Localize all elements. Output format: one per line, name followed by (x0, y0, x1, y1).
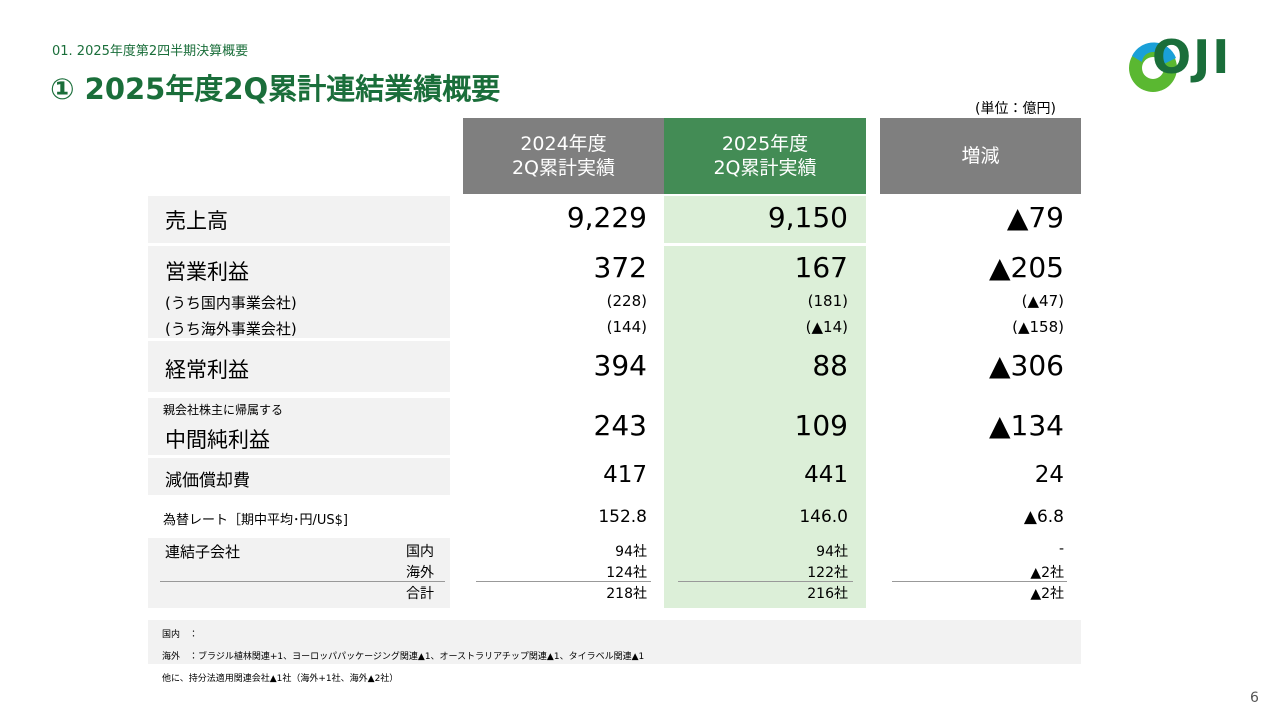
divider (892, 581, 1067, 582)
row-label: 売上高 (165, 209, 228, 233)
title: ① 2025年度2Q累計連結業績概要 (50, 72, 501, 106)
cell: 94社 (816, 544, 848, 560)
cell: 合計 (406, 586, 434, 602)
label-cell (148, 538, 450, 608)
cell: (▲158) (1012, 318, 1064, 336)
label-cell (148, 246, 450, 338)
cell: 109 (794, 409, 848, 442)
cell: 152.8 (598, 507, 647, 527)
row-label: 連結子会社 (165, 543, 241, 561)
cell: 海外 (406, 565, 434, 581)
cell: 167 (794, 251, 848, 284)
cell: 372 (593, 251, 647, 284)
divider (476, 581, 651, 582)
cell: 9,229 (566, 201, 647, 234)
cell: 124社 (606, 565, 647, 581)
col-header-text: 2Q累計実績 (713, 157, 817, 179)
cell: ▲2社 (1030, 565, 1064, 581)
unit: (単位：億円) (975, 101, 1056, 117)
cell: 国内 (406, 544, 434, 560)
row-label: 減価償却費 (165, 471, 250, 491)
col-header-text: 増減 (961, 145, 1000, 167)
col-header: 2025年度 2Q累計実績 (664, 118, 866, 194)
row-gap (148, 243, 1081, 246)
cell: 88 (812, 349, 848, 382)
col-header-text: 2025年度 (721, 133, 809, 155)
cell: 218社 (606, 586, 647, 602)
section: 01. 2025年度第2四半期決算概要 (52, 44, 249, 59)
cell: ▲205 (989, 251, 1064, 284)
label-cell (148, 458, 450, 495)
cell: 122社 (807, 565, 848, 581)
label-cell (148, 341, 450, 392)
cell: 216社 (807, 586, 848, 602)
row-label: 営業利益 (165, 260, 249, 284)
col-header: 増減 (880, 118, 1081, 194)
cell: (181) (807, 292, 848, 310)
cell: 394 (593, 349, 647, 382)
highlight-column (664, 196, 866, 608)
cell: - (1058, 541, 1064, 557)
cell: 146.0 (799, 507, 848, 527)
label-cell (148, 196, 450, 243)
cell: 94社 (615, 544, 647, 560)
logo: OJI (1152, 30, 1232, 84)
row-label: 経常利益 (165, 358, 249, 382)
notes-box (148, 620, 1081, 664)
col-header-text: 2Q累計実績 (511, 157, 616, 179)
cell: ▲306 (989, 349, 1064, 382)
note: 国内 ： (162, 630, 199, 640)
col-header-text: 2024年度 (520, 133, 607, 155)
sub-label: (うち海外事業会社) (165, 320, 297, 338)
cell: 9,150 (767, 201, 848, 234)
row-note: 親会社株主に帰属する (163, 403, 284, 417)
row-label: 中間純利益 (165, 428, 270, 452)
divider (678, 581, 853, 582)
cell: ▲6.8 (1023, 507, 1064, 527)
cell: (228) (606, 292, 647, 310)
cell: ▲79 (1006, 201, 1064, 234)
cell: ▲2社 (1030, 586, 1064, 602)
note: 他に、持分法適用関連会社▲1社（海外+1社、海外▲2社） (162, 674, 399, 684)
col-header: 2024年度 2Q累計実績 (463, 118, 664, 194)
cell: (▲14) (805, 318, 848, 336)
sub-label: (うち国内事業会社) (165, 294, 297, 312)
row-label: 為替レート［期中平均･円/US$] (163, 513, 348, 528)
cell: (144) (606, 318, 647, 336)
cell: 417 (603, 462, 647, 488)
cell: ▲134 (989, 409, 1064, 442)
divider (160, 581, 445, 582)
cell: (▲47) (1021, 292, 1064, 310)
cell: 243 (593, 409, 647, 442)
cell: 24 (1034, 462, 1064, 488)
label-cell (148, 398, 450, 455)
page-number: 6 (1250, 690, 1259, 706)
logo-mark (1129, 42, 1177, 92)
cell: 441 (804, 462, 848, 488)
note: 海外 ：ブラジル植林関連+1、ヨーロッパパッケージング関連▲1、オーストラリアチ… (162, 652, 645, 662)
